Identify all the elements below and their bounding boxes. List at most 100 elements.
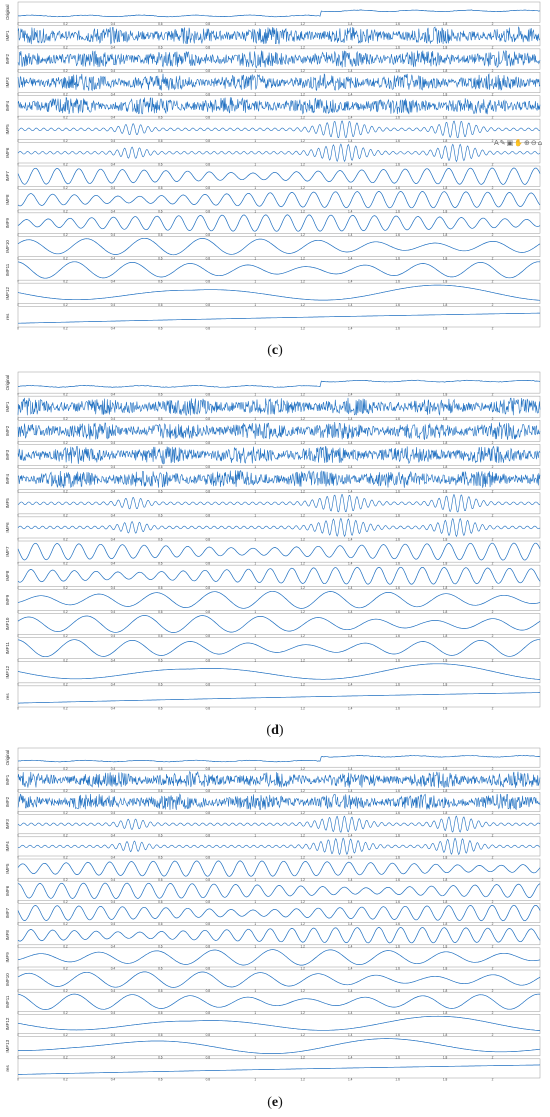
x-tick-label: 0.6 — [158, 944, 163, 948]
x-tick-label: 1.4 — [348, 634, 353, 638]
x-tick-label: 2 — [492, 69, 494, 73]
x-tick-label: 0 — [17, 256, 19, 260]
x-tick-label: 0.4 — [111, 327, 116, 331]
series-label: IMF9 — [5, 952, 10, 963]
x-tick-label: 1.4 — [348, 586, 353, 590]
x-tick-label: 1.2 — [301, 186, 306, 190]
x-tick-label: 1.4 — [348, 489, 353, 493]
series-line — [17, 517, 541, 538]
figure-panel-e: Original 0 0.2 0.4 0.6 0.8 1 1.2 1.4 1.6 1.8 2 IMF1 0… — [0, 746, 550, 1091]
x-tick-label: 0.2 — [63, 878, 68, 882]
x-tick-label: 1.2 — [301, 1011, 306, 1015]
x-tick-label: 0.6 — [158, 1011, 163, 1015]
series-label: IMF3 — [5, 77, 10, 88]
x-tick-label: 1.8 — [443, 900, 448, 904]
x-tick-label: 1.8 — [443, 92, 448, 96]
series-line — [17, 26, 541, 45]
zoom-in-icon[interactable]: ⊕ — [524, 139, 531, 147]
x-tick-label: 0 — [17, 92, 19, 96]
x-tick-label: 2 — [492, 303, 494, 307]
series-label: IMF6 — [5, 885, 10, 896]
subplot-axes — [17, 282, 541, 304]
subplot-axes — [17, 969, 541, 990]
x-tick-label: 0.8 — [206, 303, 211, 307]
brush-icon[interactable]: ✎ — [499, 139, 507, 147]
x-tick-label: 0.4 — [111, 256, 116, 260]
series-line — [17, 191, 541, 209]
x-tick-label: 1.2 — [301, 944, 306, 948]
x-tick-label: 2 — [492, 634, 494, 638]
series-line — [17, 237, 541, 256]
home-icon[interactable]: ⌂ — [537, 139, 544, 147]
subplot-axes — [17, 613, 541, 635]
x-tick-label: 2 — [492, 586, 494, 590]
x-tick-label: 1.6 — [395, 989, 400, 993]
x-tick-label: 1.6 — [395, 393, 400, 397]
x-tick-label: 0.6 — [158, 767, 163, 771]
series-line — [17, 397, 541, 416]
x-tick-label: 1.8 — [443, 327, 448, 331]
figure-toolbar[interactable]: A✎▣✋⊕⊖⌂ — [494, 139, 543, 147]
subplot-axes — [17, 858, 541, 879]
x-tick-label: 1.8 — [443, 513, 448, 517]
x-tick-label: 0.2 — [63, 586, 68, 590]
series-label: IMF1 — [5, 401, 10, 412]
text-icon[interactable]: A — [494, 139, 500, 147]
x-tick-label: 0.2 — [63, 513, 68, 517]
x-tick-label: 0.6 — [158, 682, 163, 686]
series-line — [17, 421, 541, 440]
series-label: IMF2 — [5, 425, 10, 436]
x-tick-label: 2 — [492, 45, 494, 49]
series-line — [18, 1064, 541, 1075]
x-tick-label: 0 — [17, 878, 19, 882]
x-tick-label: 0.2 — [63, 967, 68, 971]
datatip-icon[interactable]: ▣ — [506, 139, 515, 147]
x-tick-label: 0.4 — [111, 1078, 116, 1082]
x-tick-label: 0.6 — [158, 989, 163, 993]
x-tick-label: 0.2 — [63, 833, 68, 837]
subplot-axes — [17, 903, 541, 923]
x-tick-label: 1.2 — [301, 441, 306, 445]
series-label: IMF11 — [5, 995, 10, 1008]
x-tick-label: 1.2 — [301, 967, 306, 971]
x-tick-label: 1.8 — [443, 967, 448, 971]
x-tick-label: 0.8 — [206, 811, 211, 815]
subplot-axes — [17, 212, 541, 234]
series-label: IMF11 — [5, 263, 10, 276]
x-tick-label: 1 — [254, 634, 256, 638]
x-tick-label: 0 — [17, 1011, 19, 1015]
x-tick-label: 1.6 — [395, 209, 400, 213]
x-tick-label: 0.6 — [158, 280, 163, 284]
x-tick-label: 0.4 — [111, 856, 116, 860]
x-tick-label: 0.4 — [111, 489, 116, 493]
x-tick-label: 1.4 — [348, 878, 353, 882]
x-tick-label: 1.8 — [443, 233, 448, 237]
subplot-axes — [17, 25, 541, 47]
x-tick-label: 1.6 — [395, 92, 400, 96]
x-tick-label: 0 — [17, 441, 19, 445]
x-tick-label: 0.8 — [206, 233, 211, 237]
subplot-axes — [17, 637, 541, 659]
pan-icon[interactable]: ✋ — [514, 139, 525, 147]
x-tick-label: 0 — [17, 116, 19, 120]
x-tick-label: 1.8 — [443, 441, 448, 445]
x-tick-label: 0.2 — [63, 139, 68, 143]
x-tick-label: 2 — [492, 878, 494, 882]
zoom-out-icon[interactable]: ⊖ — [530, 139, 538, 147]
x-tick-label: 1.6 — [395, 944, 400, 948]
x-tick-label: 0.2 — [63, 163, 68, 167]
x-tick-label: 1.4 — [348, 186, 353, 190]
series-label: IMF5 — [5, 124, 10, 135]
series-label: IMF2 — [5, 53, 10, 64]
x-tick-label: 0.2 — [63, 69, 68, 73]
x-tick-label: 1.2 — [301, 586, 306, 590]
x-tick-label: 1.2 — [301, 489, 306, 493]
x-tick-label: 0.6 — [158, 163, 163, 167]
series-line — [17, 639, 541, 658]
x-tick-label: 1.8 — [443, 586, 448, 590]
series-label: IMF8 — [5, 194, 10, 205]
x-tick-label: 1.2 — [301, 833, 306, 837]
x-tick-label: 2 — [492, 489, 494, 493]
x-tick-label: 0.2 — [63, 417, 68, 421]
series-label: IMF13 — [5, 1039, 10, 1052]
